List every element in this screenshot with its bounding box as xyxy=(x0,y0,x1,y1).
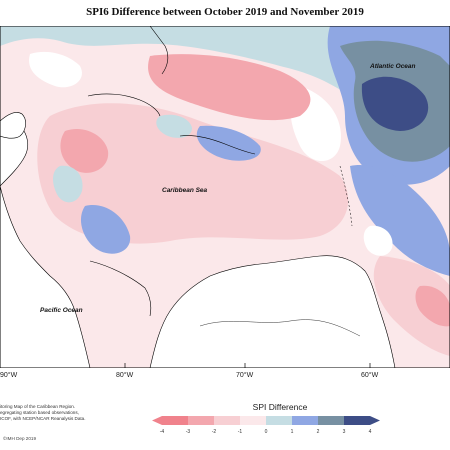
longitude-tick-label: 60°W xyxy=(361,372,379,379)
land-south-america xyxy=(149,255,396,368)
legend-tick-label: -3 xyxy=(186,429,191,435)
legend-tick-label: -2 xyxy=(212,429,217,435)
legend-swatch xyxy=(214,416,240,425)
coast-hispaniola xyxy=(179,135,256,155)
field-neg3-guianas xyxy=(415,285,450,327)
field-pos1-cuba xyxy=(156,114,192,138)
coast-florida xyxy=(149,26,169,75)
coast-lesser-antilles xyxy=(339,165,353,227)
legend-tick-label: 0 xyxy=(265,429,268,435)
map-title: SPI6 Difference between October 2019 and… xyxy=(86,6,364,18)
label-caribbean: Caribbean Sea xyxy=(162,187,208,194)
field-neg3-north xyxy=(148,54,311,121)
legend-tick-label: 1 xyxy=(291,429,294,435)
legend-swatch xyxy=(344,416,370,425)
legend-tick-label: 2 xyxy=(317,429,320,435)
legend-swatch xyxy=(292,416,318,425)
longitude-tick-label: 70°W xyxy=(236,372,254,379)
legend-swatch xyxy=(266,416,292,425)
field-zero-1 xyxy=(29,51,82,88)
legend-swatch xyxy=(240,416,266,425)
field-neg2-caribbean xyxy=(37,103,349,244)
legend-swatch xyxy=(162,416,188,425)
coast-cuba xyxy=(87,93,161,117)
field-zero-3 xyxy=(363,225,393,256)
field-pos2-west xyxy=(80,205,131,254)
field-pos4-atlantic xyxy=(361,76,429,131)
field-pos2-antilles xyxy=(196,125,261,161)
legend-swatch xyxy=(318,416,344,425)
legend-colorbar: -4 -3 -2 -1 0 1 2 3 4 xyxy=(152,416,380,435)
field-pos1-west xyxy=(53,165,83,203)
legend-swatch xyxy=(188,416,214,425)
border-lines xyxy=(199,319,361,337)
land-yucatan xyxy=(0,112,26,139)
legend-arrow-left xyxy=(152,416,162,425)
legend-tick-label: 4 xyxy=(369,429,372,435)
field-pos2-lesser-antilles xyxy=(350,165,450,276)
legend-tick-label: 3 xyxy=(343,429,346,435)
footer-line-2: egregating station based observations, xyxy=(0,410,79,415)
footer-line-3: ICOF, with NCEP/NCAR Reanalysis Data. xyxy=(0,416,86,421)
field-neg3-west xyxy=(60,128,109,173)
longitude-axis xyxy=(0,363,371,368)
land-central-america xyxy=(0,120,91,368)
legend-arrow-right xyxy=(370,416,380,425)
coast-panama xyxy=(89,260,152,317)
label-pacific: Pacific Ocean xyxy=(40,307,83,314)
map-svg: Atlantic Ocean Caribbean Sea Pacific Oce… xyxy=(0,25,450,369)
label-atlantic: Atlantic Ocean xyxy=(369,63,416,70)
footer-line-1: itoring Map of the Caribbean Region. xyxy=(0,404,76,409)
legend-tick-label: -1 xyxy=(238,429,243,435)
longitude-tick-label: 90°W xyxy=(0,372,18,379)
legend-tick-label: -4 xyxy=(160,429,165,435)
legend-title: SPI Difference xyxy=(252,402,308,412)
map-area: Atlantic Ocean Caribbean Sea Pacific Oce… xyxy=(0,25,450,369)
copyright: ©IMH Dep 2019 xyxy=(3,436,37,441)
longitude-tick-label: 80°W xyxy=(116,372,134,379)
field-neg2-guianas xyxy=(373,256,450,356)
